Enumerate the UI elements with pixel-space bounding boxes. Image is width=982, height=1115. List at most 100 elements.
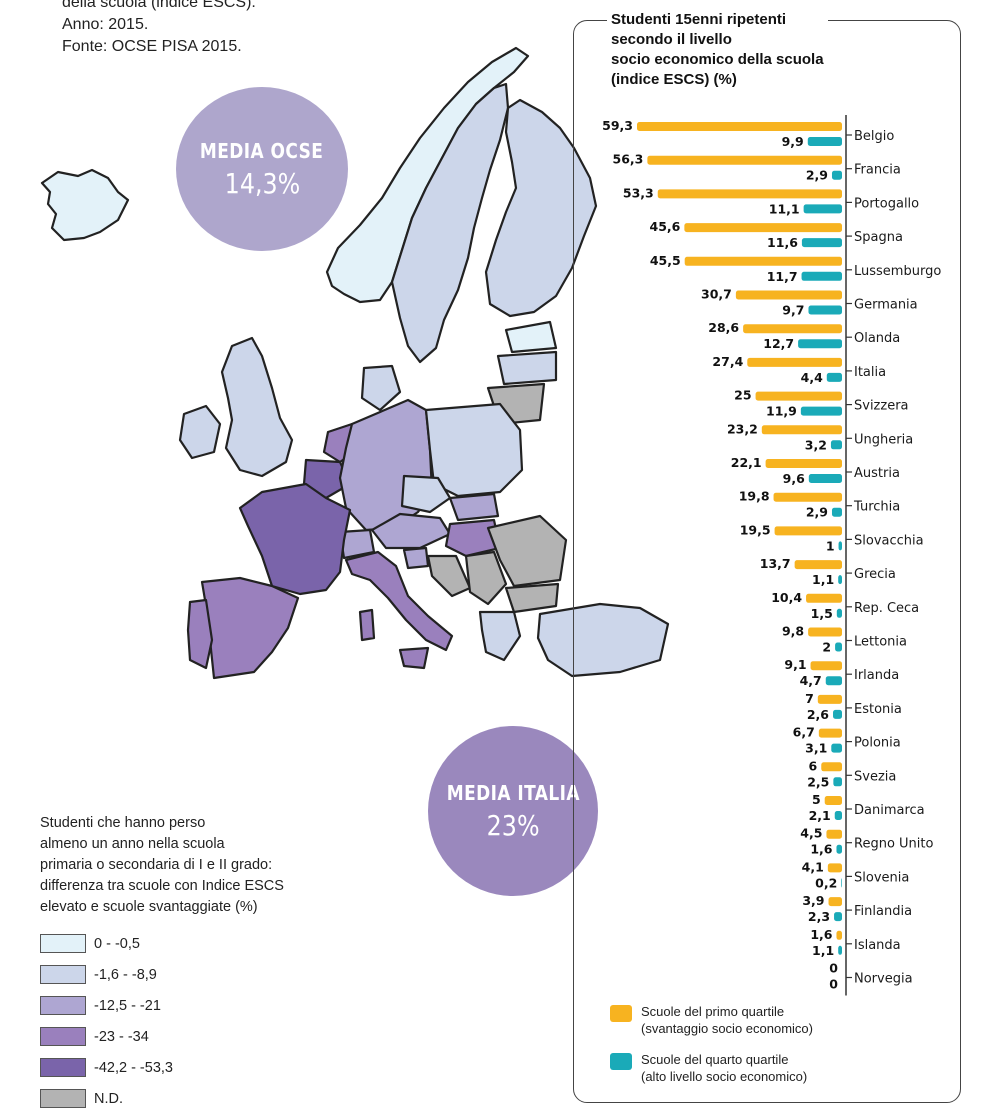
legend-row: N.D. <box>40 1083 340 1114</box>
value-label-fourth-quartile: 9,7 <box>782 303 804 318</box>
bar-fourth-quartile <box>841 878 842 888</box>
category-label: Regno Unito <box>854 837 933 852</box>
chart-title-line: socio economico della scuola <box>611 51 824 68</box>
bubble-value: 14,3% <box>224 166 300 200</box>
value-label-fourth-quartile: 3,2 <box>805 437 827 452</box>
value-label-first-quartile: 4,5 <box>800 826 822 841</box>
bar-fourth-quartile <box>833 709 842 719</box>
value-label-first-quartile: 28,6 <box>708 320 739 335</box>
bar-first-quartile <box>794 560 842 570</box>
legend-label: -12,5 - -21 <box>94 997 161 1014</box>
map-czech <box>400 474 452 514</box>
value-label-fourth-quartile: 2,3 <box>808 909 830 924</box>
value-label-first-quartile: 6,7 <box>793 725 815 740</box>
bar-first-quartile <box>826 829 842 839</box>
map-slovenia <box>402 546 430 570</box>
map-sweden <box>390 82 510 364</box>
map-poland <box>424 402 524 498</box>
value-label-fourth-quartile: 12,7 <box>763 336 794 351</box>
value-label-first-quartile: 7 <box>805 691 814 706</box>
bar-fourth-quartile <box>835 642 842 652</box>
value-label-fourth-quartile: 11,6 <box>767 235 798 250</box>
value-label-first-quartile: 5 <box>812 792 821 807</box>
legend-label: -1,6 - -8,9 <box>94 966 157 983</box>
value-label-first-quartile: 19,5 <box>740 522 771 537</box>
legend-swatch-fourth-quartile <box>610 1053 632 1070</box>
value-label-first-quartile: 9,8 <box>782 624 804 639</box>
value-label-first-quartile: 13,7 <box>760 556 791 571</box>
legend-row: -1,6 - -8,9 <box>40 959 340 990</box>
category-label: Estonia <box>854 702 902 717</box>
media-ocse-bubble: MEDIA OCSE 14,3% <box>176 87 348 251</box>
value-label-first-quartile: 10,4 <box>771 590 802 605</box>
category-label: Olanda <box>854 331 900 346</box>
value-label-fourth-quartile: 1,1 <box>812 572 834 587</box>
value-label-fourth-quartile: 11,1 <box>769 201 800 216</box>
bar-first-quartile <box>755 391 842 401</box>
value-label-fourth-quartile: 0 <box>829 977 838 992</box>
legend-swatch <box>40 934 86 953</box>
bar-first-quartile <box>806 593 842 603</box>
category-label: Belgio <box>854 129 894 144</box>
bar-first-quartile <box>828 897 842 907</box>
bar-fourth-quartile <box>801 271 842 281</box>
map-croatia <box>426 554 472 598</box>
category-label: Islanda <box>854 938 901 953</box>
value-label-fourth-quartile: 9,6 <box>783 471 805 486</box>
category-label: Spagna <box>854 230 903 245</box>
value-label-fourth-quartile: 0,2 <box>815 875 837 890</box>
legend-row: 0 - -0,5 <box>40 928 340 959</box>
map-slovakia <box>448 492 500 522</box>
value-label-fourth-quartile: 2,9 <box>806 168 828 183</box>
category-label: Rep. Ceca <box>854 601 919 616</box>
map-caption: della scuola (indice ESCS). Anno: 2015. … <box>62 0 256 58</box>
bar-first-quartile <box>824 796 842 805</box>
category-label: Ungheria <box>854 432 913 447</box>
map-legend-title: Studenti che hanno perso almeno un anno … <box>40 813 340 918</box>
map-uk <box>220 336 294 478</box>
category-label: Turchia <box>853 500 900 515</box>
bar-fourth-quartile <box>834 912 842 922</box>
legend-swatch <box>40 996 86 1015</box>
map-greece <box>478 610 522 662</box>
map-legend: Studenti che hanno perso almeno un anno … <box>40 813 340 1114</box>
category-label: Grecia <box>854 567 896 582</box>
value-label-fourth-quartile: 9,9 <box>782 134 804 149</box>
legend-swatch <box>40 965 86 984</box>
value-label-first-quartile: 23,2 <box>727 421 758 436</box>
category-label: Norvegia <box>854 972 913 987</box>
caption-line: Fonte: OCSE PISA 2015. <box>62 38 242 55</box>
value-label-fourth-quartile: 4,7 <box>800 673 822 688</box>
legend-title-line: almeno un anno nella scuola <box>40 836 225 852</box>
legend-label: N.D. <box>94 1090 123 1107</box>
value-label-first-quartile: 9,1 <box>784 657 806 672</box>
category-label: Lussemburgo <box>854 264 941 279</box>
value-label-fourth-quartile: 1,1 <box>812 943 834 958</box>
category-label: Danimarca <box>854 803 925 818</box>
map-italy <box>344 550 454 652</box>
bar-fourth-quartile <box>801 238 842 248</box>
category-label: Germania <box>854 298 918 313</box>
value-label-first-quartile: 45,5 <box>650 253 681 268</box>
legend-title-line: Studenti che hanno perso <box>40 815 206 831</box>
bar-fourth-quartile <box>825 676 842 686</box>
caption-line: Anno: 2015. <box>62 16 149 33</box>
bar-first-quartile <box>647 155 842 165</box>
legend-title-line: differenza tra scuole con Indice ESCS <box>40 878 284 894</box>
category-label: Portogallo <box>854 196 919 211</box>
category-label: Francia <box>854 163 901 178</box>
bar-first-quartile <box>684 256 842 266</box>
bar-fourth-quartile <box>834 811 842 820</box>
chart-title: Studenti 15enni ripetenti secondo il liv… <box>607 10 828 90</box>
category-label: Austria <box>854 466 900 481</box>
legend-label: -42,2 - -53,3 <box>94 1059 173 1076</box>
value-label-first-quartile: 1,6 <box>810 927 832 942</box>
bar-first-quartile <box>765 459 842 468</box>
category-label: Lettonia <box>854 635 907 650</box>
bar-fourth-quartile <box>826 372 842 382</box>
bubble-value: 23% <box>486 808 540 842</box>
bar-first-quartile <box>743 324 842 334</box>
bar-fourth-quartile <box>798 339 842 349</box>
